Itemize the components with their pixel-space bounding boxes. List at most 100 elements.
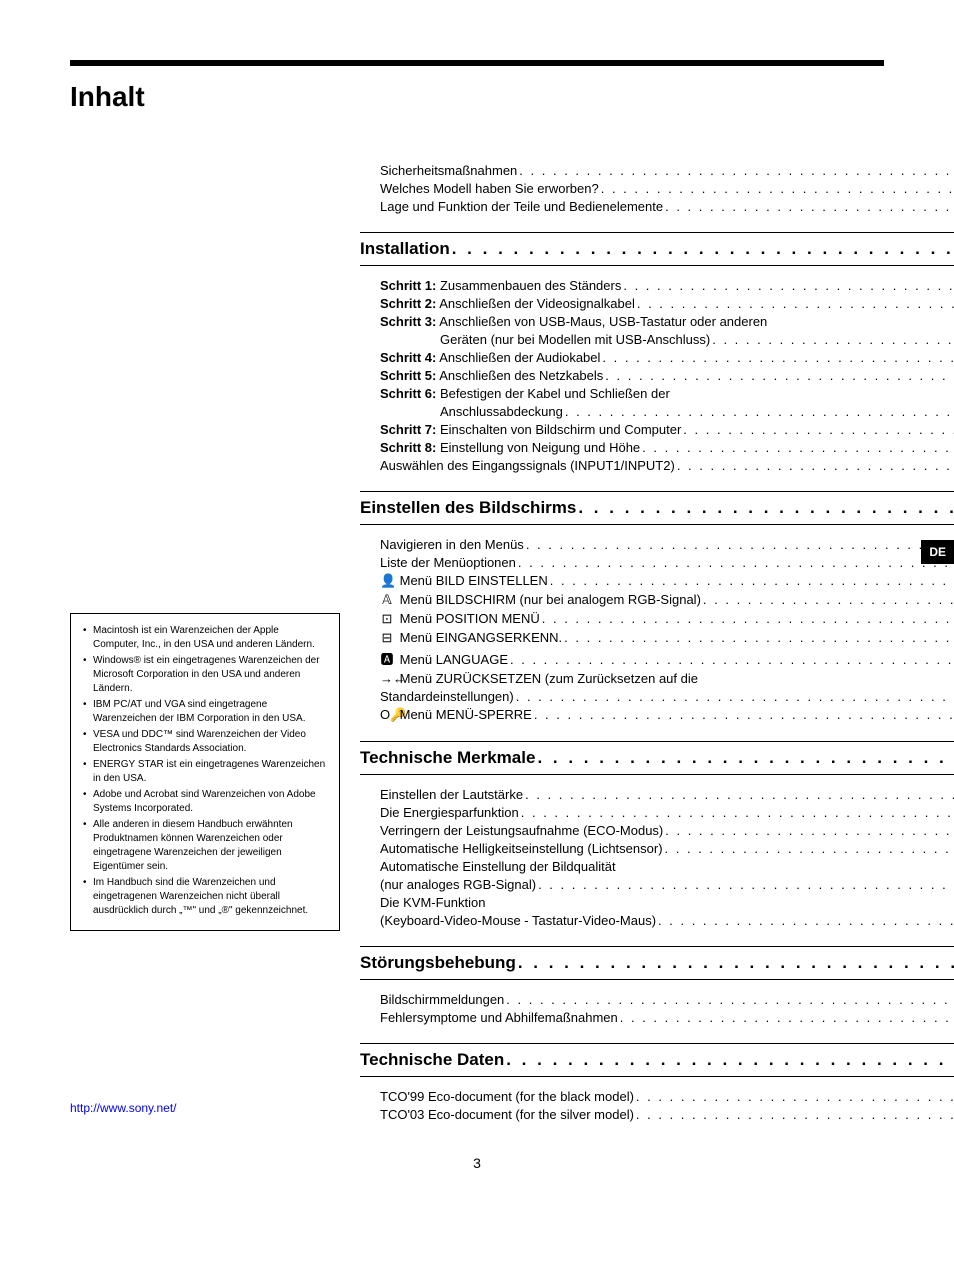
toc-line[interactable]: Standardeinstellungen)15 [360,689,954,704]
sony-url-link[interactable]: http://www.sony.net/ [70,1101,340,1115]
toc-text: Welches Modell haben Sie erworben? [380,181,599,196]
toc-dots [636,1107,954,1122]
toc-dots [665,199,954,214]
toc-label: Einstellen der Lautstärke [380,787,523,802]
toc-text: Sicherheitsmaßnahmen [380,163,517,178]
section-dots [506,1050,954,1070]
menu-icon: 𝔸 [380,592,394,608]
toc-line[interactable]: Navigieren in den Menüs12 [360,537,954,552]
sections-block: Installation6 Schritt 1: Zusammenbauen de… [360,232,954,1122]
section-header[interactable]: Technische Merkmale16 [360,741,954,775]
intro-block: Sicherheitsmaßnahmen4 Welches Modell habe… [360,163,954,214]
toc-label: Fehlersymptome und Abhilfemaßnahmen [380,1010,618,1025]
section-header[interactable]: Störungsbehebung18 [360,946,954,980]
right-column: Sicherheitsmaßnahmen4 Welches Modell habe… [360,163,954,1125]
toc-dots [521,805,954,820]
toc-text: Menü LANGUAGE [396,652,508,667]
toc-label: (nur analoges RGB-Signal) [380,877,536,892]
toc-dots [636,1089,954,1104]
toc-line[interactable]: Die Energiesparfunktion16 [360,805,954,820]
toc-dots [525,787,954,802]
toc-line[interactable]: (nur analoges RGB-Signal)17 [360,877,954,892]
toc-line[interactable]: ⊟ Menü EINGANGSERKENN.15 [360,630,954,646]
toc-text: Einschalten von Bildschirm und Computer [436,422,681,437]
section-header[interactable]: Einstellen des Bildschirms12 [360,491,954,525]
toc-dots [519,163,954,178]
toc-line[interactable]: ⊡ Menü POSITION MENÜ15 [360,611,954,627]
toc-text: Lage und Funktion der Teile und Bedienel… [380,199,663,214]
trademark-item: VESA und DDC™ sind Warenzeichen der Vide… [83,728,327,756]
toc-label: Automatische Helligkeitseinstellung (Lic… [380,841,663,856]
toc-text: Anschließen von USB-Maus, USB-Tastatur o… [436,314,767,329]
toc-line[interactable]: 𝔸 Menü BILDSCHIRM (nur bei analogem RGB-… [360,592,954,608]
toc-text: Navigieren in den Menüs [380,537,524,552]
section-dots [578,498,954,518]
toc-text: Automatische Helligkeitseinstellung (Lic… [380,841,663,856]
toc-text: Anschließen der Videosignalkabel [436,296,635,311]
menu-icon: 👤 [380,573,394,589]
toc-line[interactable]: Fehlersymptome und Abhilfemaßnahmen19 [360,1010,954,1025]
toc-line[interactable]: Auswählen des Eingangssignals (INPUT1/IN… [360,458,954,473]
toc-text: (Keyboard-Video-Mouse - Tastatur-Video-M… [380,913,656,928]
toc-line[interactable]: Geräten (nur bei Modellen mit USB-Anschl… [360,332,954,347]
toc-line[interactable]: (Keyboard-Video-Mouse - Tastatur-Video-M… [360,913,954,928]
toc-line[interactable]: O🔑 Menü MENÜ-SPERRE15 [360,707,954,723]
toc-line[interactable]: Verringern der Leistungsaufnahme (ECO-Mo… [360,823,954,838]
toc-line[interactable]: Schritt 2: Anschließen der Videosignalka… [360,296,954,311]
toc-line[interactable]: →← Menü ZURÜCKSETZEN (zum Zurücksetzen a… [360,671,954,686]
toc-label: TCO'99 Eco-document (for the black model… [380,1089,634,1104]
toc-text: Standardeinstellungen) [380,689,514,704]
toc-label: Schritt 4: Anschließen der Audiokabel [380,350,600,365]
toc-dots [665,823,954,838]
toc-line[interactable]: Lage und Funktion der Teile und Bedienel… [360,199,954,214]
toc-text: Einstellen der Lautstärke [380,787,523,802]
toc-label: Geräten (nur bei Modellen mit USB-Anschl… [440,332,710,347]
toc-line[interactable]: Schritt 7: Einschalten von Bildschirm un… [360,422,954,437]
toc-label: Sicherheitsmaßnahmen [380,163,517,178]
toc-line[interactable]: Welches Modell haben Sie erworben?5 [360,181,954,196]
toc-dots [506,992,954,1007]
toc-line[interactable]: Schritt 6: Befestigen der Kabel und Schl… [360,386,954,401]
toc-dots [605,368,954,383]
toc-dots [703,592,954,607]
toc-dots [550,573,954,588]
toc-dots [510,652,954,667]
toc-label: Lage und Funktion der Teile und Bedienel… [380,199,663,214]
toc-line[interactable]: 🅰 Menü LANGUAGE15 [360,649,954,668]
toc-line[interactable]: 👤 Menü BILD EINSTELLEN14 [360,573,954,589]
toc-line[interactable]: Automatische Helligkeitseinstellung (Lic… [360,841,954,856]
toc-line[interactable]: TCO'03 Eco-document (for the silver mode… [360,1107,954,1122]
trademark-item: Im Handbuch sind die Warenzeichen und ei… [83,876,327,918]
toc-line[interactable]: Schritt 4: Anschließen der Audiokabel9 [360,350,954,365]
toc-plain-text: Die KVM-Funktion [360,895,954,910]
toc-line[interactable]: Anschlussabdeckung9 [360,404,954,419]
toc-line[interactable]: Bildschirmmeldungen18 [360,992,954,1007]
toc-label: Welches Modell haben Sie erworben? [380,181,599,196]
step-prefix: Schritt 6: [380,386,436,401]
trademark-list: Macintosh ist ein Warenzeichen der Apple… [83,624,327,918]
toc-line[interactable]: Liste der Menüoptionen13 [360,555,954,570]
toc-text: Befestigen der Kabel und Schließen der [436,386,669,401]
section-header[interactable]: Technische Daten22 [360,1043,954,1077]
section-header[interactable]: Installation6 [360,232,954,266]
toc-text: TCO'03 Eco-document (for the silver mode… [380,1107,634,1122]
toc-text: Menü BILDSCHIRM (nur bei analogem RGB-Si… [396,592,701,607]
toc-label: Anschlussabdeckung [440,404,563,419]
toc-dots [534,707,954,722]
toc-line[interactable]: TCO'99 Eco-document (for the black model… [360,1089,954,1104]
toc-plain-text: Automatische Einstellung der Bildqualitä… [360,859,954,874]
toc-line[interactable]: Schritt 1: Zusammenbauen des Ständers6 [360,278,954,293]
trademark-box: Macintosh ist ein Warenzeichen der Apple… [70,613,340,931]
toc-line[interactable]: Schritt 8: Einstellung von Neigung und H… [360,440,954,455]
toc-line[interactable]: Sicherheitsmaßnahmen4 [360,163,954,178]
toc-line[interactable]: Schritt 5: Anschließen des Netzkabels9 [360,368,954,383]
page-number: 3 [70,1155,884,1171]
toc-line[interactable]: Schritt 3: Anschließen von USB-Maus, USB… [360,314,954,329]
toc-dots [712,332,954,347]
trademark-item: Windows® ist ein eingetragenes Warenzeic… [83,654,327,696]
section-dots [537,748,954,768]
step-prefix: Schritt 1: [380,278,436,293]
section-dots [452,239,954,259]
toc-line[interactable]: Einstellen der Lautstärke16 [360,787,954,802]
toc-label: Navigieren in den Menüs [380,537,524,552]
